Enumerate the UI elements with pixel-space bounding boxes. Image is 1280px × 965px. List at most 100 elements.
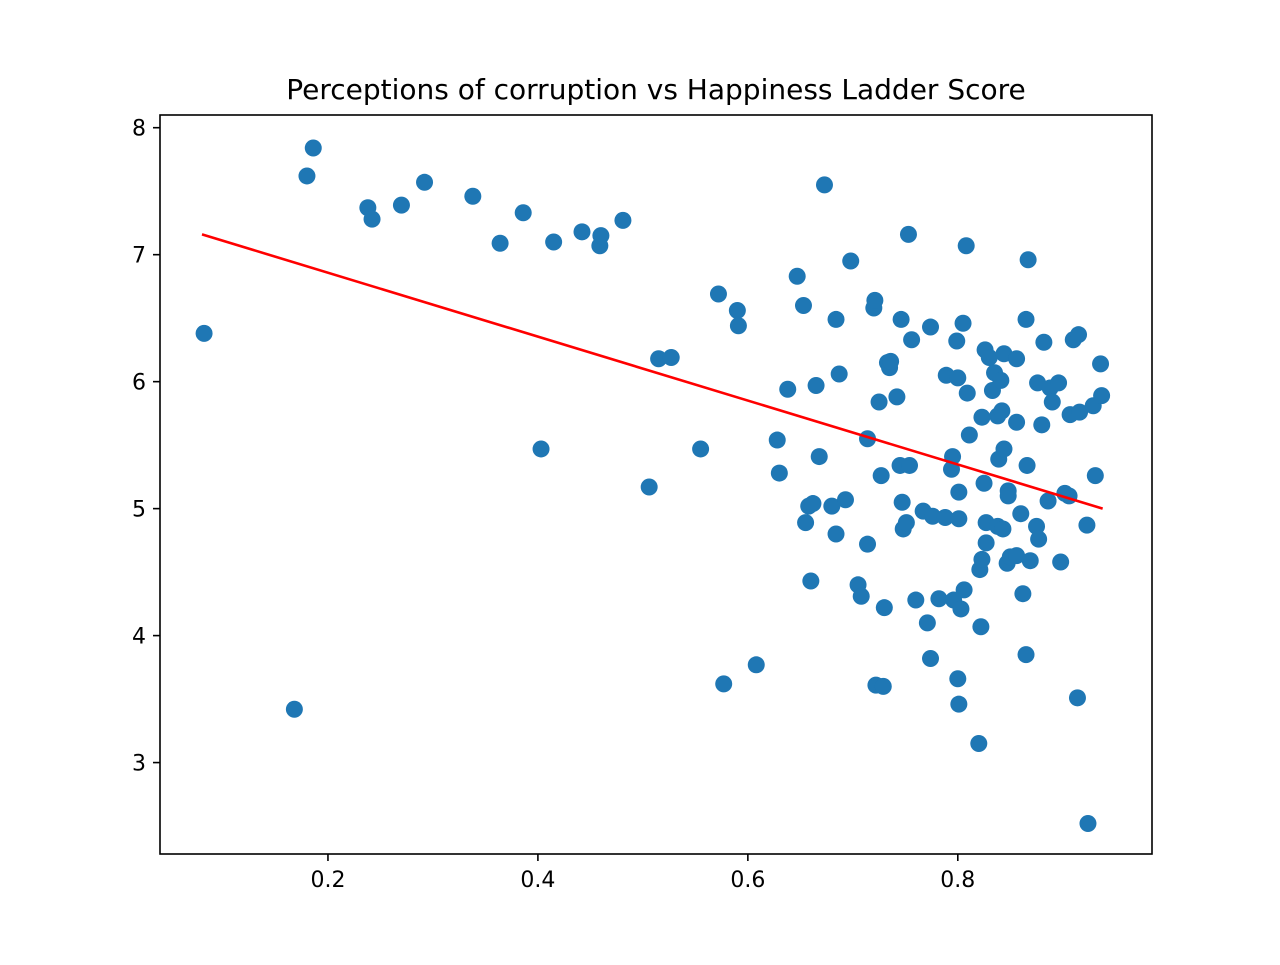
scatter-point [859, 535, 877, 553]
scatter-point [875, 599, 893, 617]
scatter-point [304, 139, 322, 157]
y-tick-label: 8 [132, 117, 146, 142]
scatter-point [950, 483, 968, 501]
scatter-point [897, 514, 915, 532]
scatter-point [1017, 646, 1035, 664]
scatter-point [1008, 413, 1026, 431]
scatter-point [955, 581, 973, 599]
x-tick-label: 0.6 [730, 868, 765, 893]
scatter-point [532, 440, 550, 458]
scatter-point [728, 302, 746, 320]
scatter-point [960, 426, 978, 444]
y-tick-label: 5 [132, 498, 146, 523]
scatter-point [298, 167, 316, 185]
scatter-point [1028, 517, 1046, 535]
scatter-point [957, 237, 975, 255]
scatter-point [882, 352, 900, 370]
scatter-point [949, 670, 967, 688]
y-tick-label: 7 [132, 244, 146, 269]
scatter-point [804, 495, 822, 513]
scatter-point [970, 735, 988, 753]
scatter-point [972, 618, 990, 636]
scatter-point [1030, 530, 1048, 548]
scatter-point [980, 349, 998, 367]
scatter-point [779, 380, 797, 398]
scatter-point [592, 227, 610, 245]
scatter-point [1019, 251, 1037, 269]
scatter-point [662, 349, 680, 367]
scatter-point [975, 474, 993, 492]
scatter-point [770, 464, 788, 482]
scatter-point [1079, 815, 1097, 833]
scatter-point [830, 365, 848, 383]
scatter-point [924, 507, 942, 525]
scatter-point [899, 225, 917, 243]
scatter-point [285, 700, 303, 718]
scatter-point [842, 252, 860, 270]
scatter-point [1068, 689, 1086, 707]
scatter-point [977, 534, 995, 552]
scatter-point [794, 296, 812, 314]
scatter-point [1039, 492, 1057, 510]
scatter-point [545, 233, 563, 251]
scatter-point [950, 510, 968, 528]
scatter-point [836, 491, 854, 509]
scatter-point [416, 173, 434, 191]
scatter-point [1008, 547, 1026, 565]
scatter-point [797, 514, 815, 532]
scatter-point [491, 234, 509, 252]
scatter-point [1017, 310, 1035, 328]
scatter-point [952, 600, 970, 618]
scatter-point [994, 520, 1012, 538]
scatter-point [1078, 516, 1096, 534]
trend-line [201, 233, 1104, 510]
scatter-point [1008, 350, 1026, 368]
scatter-point [958, 384, 976, 402]
scatter-point [768, 431, 786, 449]
y-tick-label: 6 [132, 371, 146, 396]
axes: 0.2 0.4 0.6 0.8 3 4 5 6 7 8 [132, 114, 1153, 893]
scatter-point [614, 211, 632, 229]
scatter-point [922, 649, 940, 667]
y-tick-label: 3 [132, 752, 146, 777]
scatter-point [650, 350, 668, 368]
x-tick-label: 0.4 [520, 868, 555, 893]
scatter-point [999, 487, 1017, 505]
scatter-point [1086, 467, 1104, 485]
scatter-point [692, 440, 710, 458]
scatter-point [973, 408, 991, 426]
x-tick-label: 0.8 [940, 868, 975, 893]
scatter-point [907, 591, 925, 609]
scatter-point [392, 196, 410, 214]
scatter-point [807, 376, 825, 394]
scatter-point [936, 509, 954, 527]
scatter-point [1052, 553, 1070, 571]
scatter-point [852, 587, 870, 605]
scatter-point [827, 525, 845, 543]
scatter-point [995, 440, 1013, 458]
scatter-point [950, 695, 968, 713]
scatter-point [1070, 326, 1088, 344]
scatter-point [870, 393, 888, 411]
scatter-point [464, 187, 482, 205]
scatter-point [1021, 552, 1039, 570]
scatter-point [903, 331, 921, 349]
scatter-point [827, 310, 845, 328]
scatter-point [802, 572, 820, 590]
scatter-point [573, 223, 591, 241]
scatter-point [747, 656, 765, 674]
scatter-point [1092, 355, 1110, 373]
x-tick-label: 0.2 [310, 868, 345, 893]
scatter-point [1050, 374, 1068, 392]
scatter-point [640, 478, 658, 496]
scatter-point [1018, 456, 1036, 474]
scatter-point [973, 550, 991, 568]
scatter-point [922, 318, 940, 336]
plot-area [195, 139, 1111, 833]
scatter-point [195, 324, 213, 342]
y-tick-label: 4 [132, 625, 146, 650]
scatter-point [893, 493, 911, 511]
